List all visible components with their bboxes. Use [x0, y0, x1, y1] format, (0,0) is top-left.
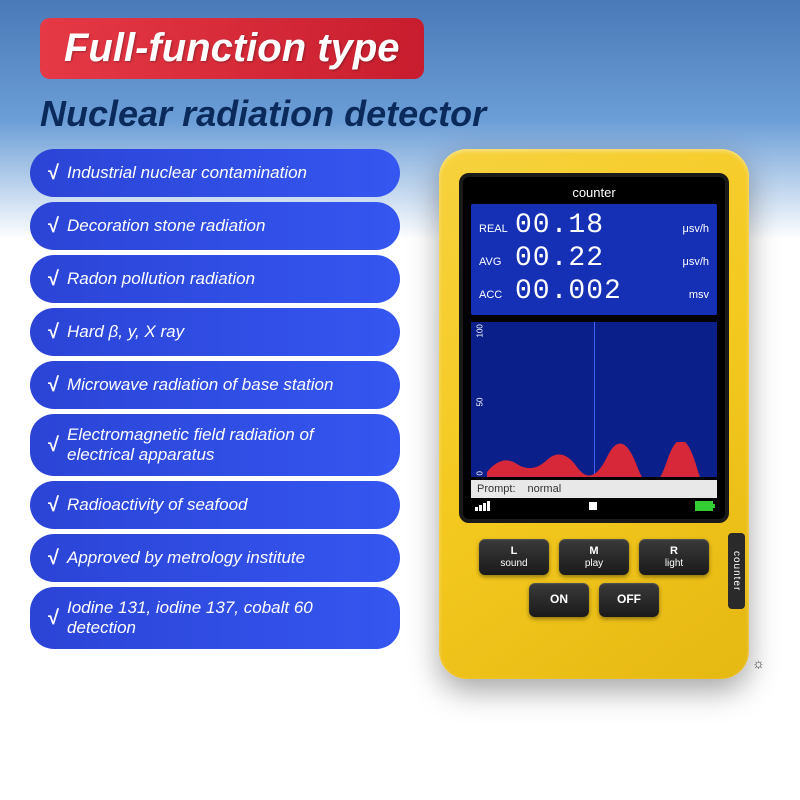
reading-label: ACC — [479, 289, 509, 301]
brightness-icon: ☼ — [752, 655, 765, 671]
reading-unit: μsv/h — [682, 256, 709, 268]
chart-yaxis: 100 50 0 — [473, 322, 487, 477]
check-icon: √ — [48, 215, 59, 238]
battery-icon — [695, 501, 713, 511]
check-icon: √ — [48, 547, 59, 570]
btn-sub: light — [665, 558, 683, 569]
reading-row: REAL 00.18 μsv/h — [479, 210, 709, 241]
feature-item: √ Hard β, y, X ray — [30, 308, 400, 356]
on-button[interactable]: ON — [529, 583, 589, 617]
check-icon: √ — [48, 434, 59, 457]
feature-text: Decoration stone radiation — [67, 216, 265, 236]
device-body: counter REAL 00.18 μsv/h AVG 00.22 μsv/h… — [439, 149, 749, 679]
reading-value: 00.002 — [515, 276, 683, 307]
feature-text: Microwave radiation of base station — [67, 375, 333, 395]
subtitle: Nuclear radiation detector — [40, 93, 760, 135]
feature-text: Industrial nuclear contamination — [67, 163, 307, 183]
feature-item: √ Industrial nuclear contamination — [30, 149, 400, 197]
check-icon: √ — [48, 607, 59, 630]
reading-row: ACC 00.002 msv — [479, 276, 709, 307]
feature-text: Approved by metrology institute — [67, 548, 305, 568]
screen-title: counter — [471, 185, 717, 200]
reading-unit: msv — [689, 289, 709, 301]
feature-item: √ Electromagnetic field radiation of elec… — [30, 414, 400, 476]
device-screen: counter REAL 00.18 μsv/h AVG 00.22 μsv/h… — [459, 173, 729, 523]
feature-list: √ Industrial nuclear contamination √ Decor… — [30, 149, 400, 679]
btn-sub: sound — [500, 558, 527, 569]
check-icon: √ — [48, 321, 59, 344]
signal-icon — [475, 501, 490, 511]
chart-area: 100 50 0 — [471, 322, 717, 477]
reading-value: 00.18 — [515, 210, 676, 241]
off-button[interactable]: OFF — [599, 583, 659, 617]
header-banner: Full-function type — [40, 18, 424, 79]
light-button[interactable]: Rlight — [639, 539, 709, 575]
sound-button[interactable]: Lsound — [479, 539, 549, 575]
feature-text: Iodine 131, iodine 137, cobalt 60 detect… — [67, 598, 382, 639]
prompt-label: Prompt: — [477, 483, 516, 495]
feature-item: √ Microwave radiation of base station — [30, 361, 400, 409]
reading-label: REAL — [479, 223, 509, 235]
banner-text: Full-function type — [64, 26, 400, 70]
ytick: 0 — [476, 462, 485, 476]
feature-item: √ Decoration stone radiation — [30, 202, 400, 250]
feature-text: Hard β, y, X ray — [67, 322, 184, 342]
btn-main: M — [589, 545, 598, 557]
prompt-value: normal — [528, 483, 562, 495]
chart-wave — [487, 442, 717, 477]
button-panel: Lsound Mplay Rlight ON OFF — [459, 539, 729, 617]
ytick: 50 — [476, 393, 485, 407]
counter-side-label: counter — [728, 533, 745, 609]
ytick: 100 — [476, 324, 485, 338]
check-icon: √ — [48, 494, 59, 517]
prompt-bar: Prompt: normal — [471, 480, 717, 498]
btn-main: L — [511, 545, 518, 557]
reading-label: AVG — [479, 256, 509, 268]
feature-item: √ Radon pollution radiation — [30, 255, 400, 303]
feature-text: Radioactivity of seafood — [67, 495, 248, 515]
reading-value: 00.22 — [515, 243, 676, 274]
play-button[interactable]: Mplay — [559, 539, 629, 575]
feature-item: √ Radioactivity of seafood — [30, 481, 400, 529]
reading-unit: μsv/h — [682, 223, 709, 235]
reading-row: AVG 00.22 μsv/h — [479, 243, 709, 274]
stop-icon — [589, 502, 597, 510]
feature-text: Electromagnetic field radiation of elect… — [67, 425, 382, 466]
btn-main: R — [670, 545, 678, 557]
feature-item: √ Iodine 131, iodine 137, cobalt 60 detec… — [30, 587, 400, 649]
check-icon: √ — [48, 162, 59, 185]
btn-sub: play — [585, 558, 603, 569]
feature-text: Radon pollution radiation — [67, 269, 255, 289]
reading-block: REAL 00.18 μsv/h AVG 00.22 μsv/h ACC 00.… — [471, 204, 717, 315]
check-icon: √ — [48, 374, 59, 397]
status-bar — [471, 498, 717, 511]
check-icon: √ — [48, 268, 59, 291]
feature-item: √ Approved by metrology institute — [30, 534, 400, 582]
